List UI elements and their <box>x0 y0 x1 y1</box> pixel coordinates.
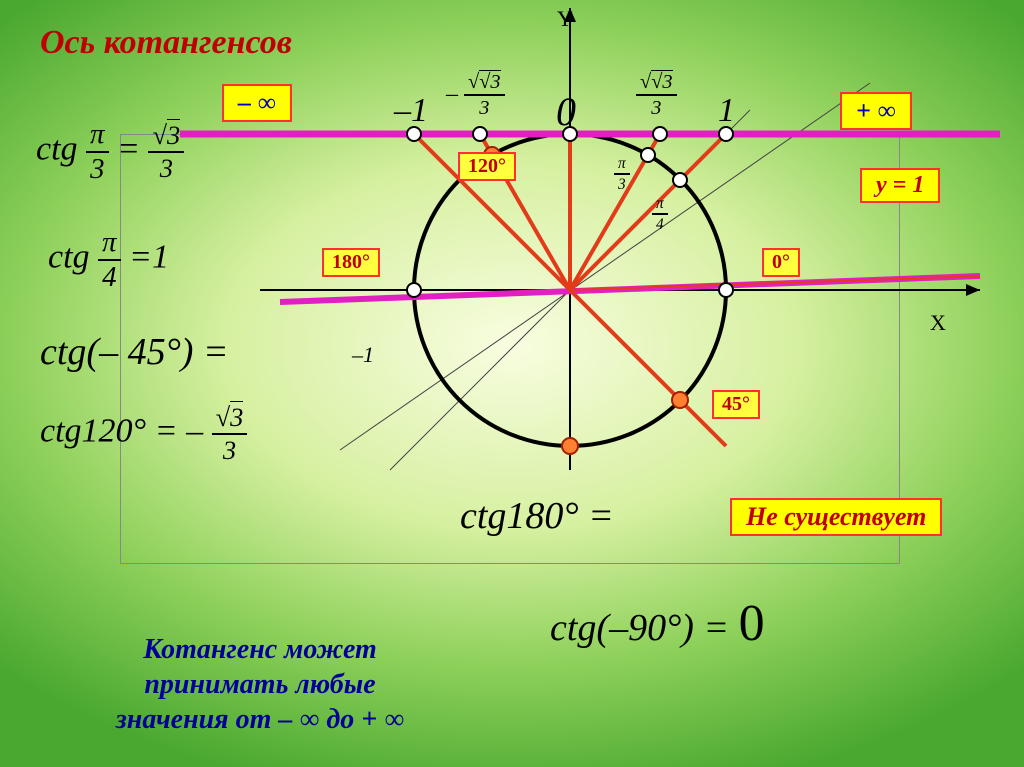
deg-120-label: 120° <box>458 152 516 181</box>
tick-neg1-lower: –1 <box>352 342 374 368</box>
tick-zero: 0 <box>556 88 576 135</box>
formula-ctg-neg90: ctg(–90°) = 0 <box>550 594 765 653</box>
pos-infinity-box: + ∞ <box>840 92 912 130</box>
angle-pi-over-3: π3 <box>614 156 630 193</box>
tick-neg1: –1 <box>394 92 428 130</box>
x-axis-label: X <box>930 310 946 336</box>
deg-180-label: 180° <box>322 248 380 277</box>
y-eq-1-box: y = 1 <box>860 168 940 203</box>
angle-pi-over-4: π4 <box>652 196 668 233</box>
neg-infinity-box: – ∞ <box>222 84 292 122</box>
deg-0-label: 0° <box>762 248 800 277</box>
bottom-note-line2: принимать любые <box>50 667 470 702</box>
tick-pos1: 1 <box>718 92 735 130</box>
not-exists-box: Не существует <box>730 498 942 536</box>
bottom-note-line1: Котангенс может <box>50 632 470 667</box>
formula-ctg-120: ctg120° = – √33 <box>40 404 247 463</box>
bottom-note: Котангенс может принимать любые значения… <box>50 632 470 737</box>
formula-ctg-pi4: ctg π4 =1 <box>48 228 169 292</box>
y-axis-label: Y <box>557 6 573 32</box>
formula-ctg-180: ctg180° = <box>460 494 614 538</box>
deg-45-label: 45° <box>712 390 760 419</box>
bottom-note-line3: значения от – ∞ до + ∞ <box>50 702 470 737</box>
tick-pos-sqrt3over3: √√33 <box>636 72 677 119</box>
formula-ctg-pi3: ctg π3 = √33 <box>36 120 184 184</box>
tick-neg-sqrt3over3: – √√33 <box>446 72 505 119</box>
formula-ctg-neg45: ctg(– 45°) = <box>40 330 229 374</box>
